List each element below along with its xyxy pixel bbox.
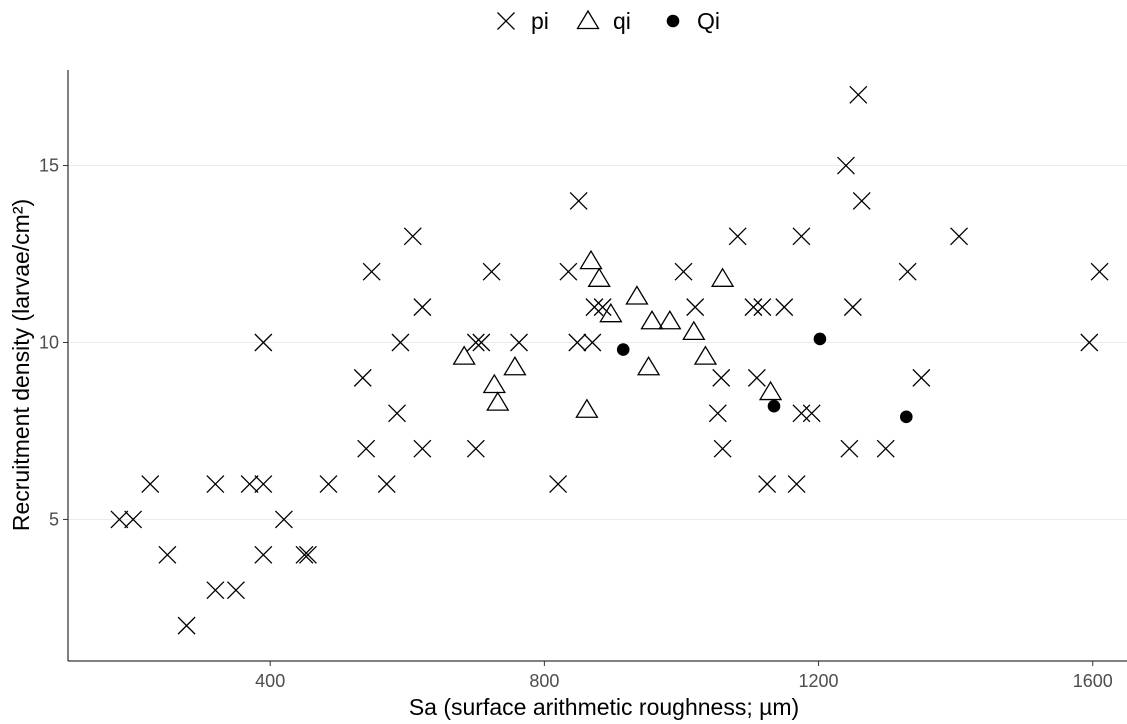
point-pi <box>788 476 805 493</box>
series-qi <box>454 251 781 417</box>
y-tick-label: 10 <box>39 332 59 352</box>
point-qi <box>641 311 662 329</box>
point-pi <box>550 476 567 493</box>
ticks: 400 800 1200 1600 5 10 15 <box>39 156 1113 691</box>
point-qi <box>484 375 505 393</box>
point-pi <box>793 405 810 422</box>
data-points <box>111 86 1108 634</box>
point-pi <box>687 299 704 316</box>
point-pi <box>378 476 395 493</box>
point-qi <box>626 286 647 304</box>
point-Qi <box>814 333 827 346</box>
point-pi <box>850 86 867 103</box>
point-pi <box>714 440 731 457</box>
point-pi <box>241 476 258 493</box>
x-tick-label: 400 <box>255 671 285 691</box>
point-qi <box>454 347 475 365</box>
point-pi <box>178 617 195 634</box>
point-Qi <box>768 400 781 413</box>
point-qi <box>638 357 659 375</box>
legend-label-qi: qi <box>613 8 631 34</box>
point-pi <box>363 263 380 280</box>
point-pi <box>748 369 765 386</box>
point-pi <box>1091 263 1108 280</box>
legend-label-Qi: Qi <box>697 8 720 34</box>
point-pi <box>159 546 176 563</box>
axes <box>68 70 1127 661</box>
point-pi <box>913 369 930 386</box>
x-tick-label: 800 <box>529 671 559 691</box>
point-pi <box>899 263 916 280</box>
series-pi <box>111 86 1108 634</box>
legend-key-pi <box>498 13 515 30</box>
point-Qi <box>900 411 913 424</box>
point-pi <box>483 263 500 280</box>
point-pi <box>255 546 272 563</box>
point-pi <box>358 440 375 457</box>
point-pi <box>713 369 730 386</box>
point-pi <box>404 228 421 245</box>
legend-key-Qi <box>667 15 680 28</box>
point-pi <box>142 476 159 493</box>
point-qi <box>504 357 525 375</box>
point-pi <box>414 299 431 316</box>
legend-item-pi: pi <box>498 8 549 34</box>
point-pi <box>776 299 793 316</box>
y-axis-title: Recruitment density (larvae/cm²) <box>8 199 34 531</box>
point-pi <box>841 440 858 457</box>
point-pi <box>675 263 692 280</box>
point-pi <box>844 299 861 316</box>
point-qi <box>659 311 680 329</box>
point-pi <box>560 263 577 280</box>
legend-label-pi: pi <box>531 8 549 34</box>
x-tick-label: 1600 <box>1073 671 1113 691</box>
legend-key-qi <box>578 11 599 29</box>
point-pi <box>745 299 762 316</box>
legend: pi qi Qi <box>498 8 721 34</box>
point-pi <box>207 582 224 599</box>
point-Qi <box>617 343 630 356</box>
point-pi <box>803 405 820 422</box>
y-tick-label: 5 <box>49 509 59 529</box>
legend-item-Qi: Qi <box>667 8 720 34</box>
point-qi <box>487 393 508 411</box>
point-pi <box>299 546 316 563</box>
series-Qi <box>617 333 913 423</box>
point-pi <box>951 228 968 245</box>
point-pi <box>467 440 484 457</box>
x-axis-title: Sa (surface arithmetic roughness; µm) <box>409 694 799 720</box>
legend-item-qi: qi <box>578 8 631 34</box>
point-pi <box>320 476 337 493</box>
x-tick-label: 1200 <box>799 671 839 691</box>
point-pi <box>729 228 746 245</box>
point-qi <box>589 269 610 287</box>
point-pi <box>709 405 726 422</box>
grid-lines <box>68 166 1127 520</box>
point-pi <box>414 440 431 457</box>
point-pi <box>586 299 603 316</box>
point-qi <box>712 269 733 287</box>
point-pi <box>255 476 272 493</box>
point-pi <box>570 192 587 209</box>
point-pi <box>227 582 244 599</box>
y-tick-label: 15 <box>39 156 59 176</box>
point-pi <box>853 192 870 209</box>
point-qi <box>683 322 704 340</box>
point-qi <box>695 347 716 365</box>
point-qi <box>580 251 601 269</box>
point-pi <box>877 440 894 457</box>
point-pi <box>793 228 810 245</box>
point-pi <box>354 369 371 386</box>
point-pi <box>207 476 224 493</box>
point-pi <box>389 405 406 422</box>
point-pi <box>296 546 313 563</box>
point-pi <box>754 299 771 316</box>
point-qi <box>576 400 597 418</box>
point-pi <box>759 476 776 493</box>
